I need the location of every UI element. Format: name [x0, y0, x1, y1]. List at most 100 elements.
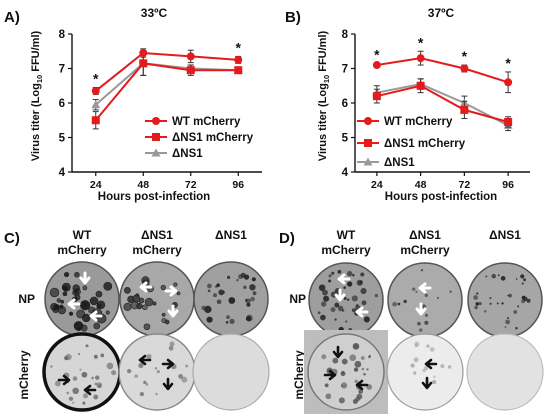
chart-b-series-line — [376, 57, 509, 84]
plaque — [513, 310, 518, 314]
plaque — [317, 311, 321, 315]
plaque — [334, 318, 337, 321]
chart-a-xtick-label: 72 — [185, 179, 197, 191]
plaque — [475, 302, 479, 306]
plaque — [517, 305, 520, 308]
plaque — [204, 305, 212, 314]
legend-b-wt-marker — [364, 117, 372, 125]
chart-b-series-0 — [372, 50, 513, 94]
plaque — [138, 362, 144, 369]
legend-b-wt-label: WT mCherry — [384, 116, 453, 128]
plaque — [81, 371, 88, 378]
panel-c-letter: C) — [4, 230, 20, 247]
plaque — [225, 321, 229, 324]
chart-b-point — [416, 54, 425, 63]
plaque — [246, 302, 251, 307]
plaque — [228, 297, 236, 304]
chart-a-series-0 — [91, 48, 243, 95]
panel-d-letter: D) — [279, 230, 295, 247]
plaque — [251, 277, 256, 282]
panel-b-legend: WT mCherry ΔNS1 mCherry ΔNS1 — [357, 116, 466, 169]
legend-a-dns1-mcherry-marker — [152, 133, 160, 141]
well-c-dns1-np — [193, 261, 269, 337]
plaque — [130, 301, 139, 310]
plaque — [526, 298, 531, 303]
arrow-icon — [418, 282, 432, 294]
arrow-icon — [83, 384, 97, 396]
panel-b-letter: B) — [285, 9, 301, 26]
well-dish — [307, 333, 385, 411]
legend-b-dns1-mcherry-marker — [364, 139, 372, 147]
chart-a-ytick-label: 6 — [59, 98, 65, 110]
well-dish — [42, 332, 122, 412]
plaque — [181, 376, 188, 383]
plaque — [337, 305, 344, 312]
panel-c-col3-line1: ΔNS1 — [215, 228, 247, 242]
plaque — [491, 273, 497, 279]
plaque — [417, 321, 421, 326]
plaque — [96, 303, 102, 309]
plaque — [419, 328, 423, 332]
plaque — [82, 302, 88, 307]
plaque — [123, 302, 132, 311]
plaque — [63, 271, 70, 278]
plaque — [185, 364, 189, 368]
plaque — [93, 394, 99, 400]
chart-b-point — [416, 81, 425, 90]
plaque — [72, 289, 79, 296]
plaque — [440, 364, 445, 369]
panel-c-row-mcherry: mCherry — [17, 350, 31, 400]
arrow-icon — [323, 369, 337, 381]
plaque — [82, 393, 89, 399]
plaque — [138, 297, 145, 304]
plaque — [155, 392, 158, 396]
well-d-wt-mcherry — [304, 330, 388, 414]
well-c-dns1-mcherry — [192, 333, 270, 411]
panel-a-ylabel: Virus titer (Log10 FFU/ml) — [30, 30, 44, 161]
plaque — [207, 283, 212, 289]
plaque — [346, 270, 353, 277]
plaque — [432, 379, 437, 385]
plaque — [50, 365, 53, 368]
well-dish — [387, 262, 463, 338]
plaque — [65, 353, 72, 361]
arrow-icon — [332, 345, 344, 359]
plaque — [229, 318, 235, 324]
chart-b-significance-star: * — [418, 34, 424, 50]
plaque — [236, 278, 239, 282]
plaque — [353, 367, 359, 372]
plaque — [497, 274, 500, 277]
plaque — [331, 271, 335, 275]
plaque — [343, 286, 346, 289]
chart-b-xtick-label: 72 — [459, 179, 471, 191]
plaque — [173, 282, 178, 287]
plaque — [368, 355, 371, 359]
plaque — [508, 293, 512, 298]
plaque — [74, 272, 80, 278]
plaque — [325, 393, 332, 400]
plaque — [249, 284, 256, 291]
plaque — [53, 304, 60, 310]
plaque — [436, 296, 440, 300]
chart-a-point — [186, 52, 195, 61]
plaque — [449, 290, 452, 293]
plaque — [206, 316, 213, 323]
plaque — [484, 310, 487, 313]
plaque — [433, 375, 436, 379]
plaque — [72, 387, 79, 395]
plaque — [123, 286, 131, 294]
plaque — [478, 302, 482, 306]
plaque — [473, 295, 478, 300]
plaque — [93, 322, 101, 330]
arrow-icon — [167, 304, 179, 318]
plaque — [76, 327, 81, 331]
plaque — [363, 316, 370, 323]
panel-c-col1-line1: WT — [73, 228, 92, 242]
panel-b-title: 37ºC — [428, 6, 455, 20]
plaque — [501, 302, 504, 305]
panel-c-col1-line2: mCherry — [57, 243, 107, 257]
plaque — [164, 319, 170, 325]
legend-b-dns1-marker — [363, 157, 373, 166]
plaque — [62, 286, 67, 291]
